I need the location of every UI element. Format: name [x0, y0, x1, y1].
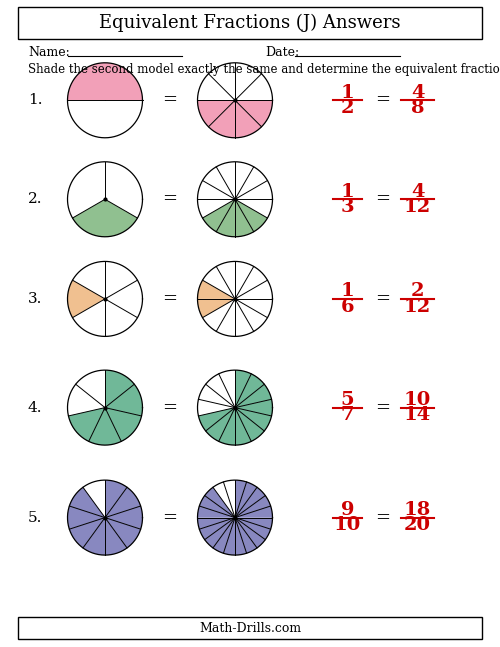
- Polygon shape: [200, 496, 235, 518]
- Text: =: =: [162, 91, 178, 109]
- Polygon shape: [235, 100, 262, 138]
- Polygon shape: [68, 506, 105, 529]
- Polygon shape: [204, 487, 235, 518]
- Polygon shape: [72, 199, 138, 237]
- Text: Equivalent Fractions (J) Answers: Equivalent Fractions (J) Answers: [99, 14, 401, 32]
- Text: Shade the second model exactly the same and determine the equivalent fractions.: Shade the second model exactly the same …: [28, 63, 500, 76]
- Text: 6: 6: [340, 298, 354, 316]
- Polygon shape: [198, 408, 235, 431]
- Polygon shape: [235, 518, 266, 548]
- Polygon shape: [105, 408, 142, 441]
- Polygon shape: [235, 487, 266, 518]
- Text: =: =: [162, 290, 178, 308]
- Polygon shape: [105, 480, 127, 518]
- Polygon shape: [70, 518, 105, 548]
- Polygon shape: [235, 506, 273, 518]
- Polygon shape: [235, 199, 268, 232]
- Polygon shape: [235, 482, 257, 518]
- Text: 14: 14: [404, 406, 431, 424]
- Polygon shape: [218, 408, 235, 445]
- Polygon shape: [235, 408, 264, 441]
- Text: =: =: [375, 91, 390, 109]
- Text: =: =: [162, 399, 178, 417]
- Text: 1.: 1.: [28, 93, 42, 107]
- Polygon shape: [198, 299, 235, 318]
- Polygon shape: [216, 199, 235, 237]
- Text: =: =: [375, 399, 390, 417]
- Text: =: =: [375, 290, 390, 308]
- Polygon shape: [105, 370, 134, 408]
- Text: 12: 12: [404, 198, 431, 216]
- Text: =: =: [162, 190, 178, 208]
- Polygon shape: [235, 518, 270, 540]
- Text: 3: 3: [340, 198, 354, 216]
- Polygon shape: [235, 518, 246, 555]
- Text: 3.: 3.: [28, 292, 42, 306]
- Text: 4: 4: [411, 182, 424, 201]
- Polygon shape: [235, 518, 257, 553]
- Polygon shape: [235, 199, 254, 237]
- Text: =: =: [162, 509, 178, 527]
- Polygon shape: [68, 280, 105, 318]
- Polygon shape: [235, 384, 272, 408]
- Text: 1: 1: [340, 282, 354, 300]
- FancyBboxPatch shape: [18, 617, 482, 639]
- Polygon shape: [235, 399, 273, 416]
- Text: Date:: Date:: [265, 47, 299, 60]
- Polygon shape: [204, 518, 235, 548]
- Polygon shape: [198, 280, 235, 299]
- Polygon shape: [235, 370, 252, 408]
- Polygon shape: [235, 408, 272, 431]
- Text: Math-Drills.com: Math-Drills.com: [199, 622, 301, 635]
- FancyBboxPatch shape: [18, 7, 482, 39]
- Polygon shape: [235, 374, 264, 408]
- Polygon shape: [105, 518, 127, 555]
- Text: 18: 18: [404, 501, 431, 519]
- Polygon shape: [208, 100, 235, 138]
- Polygon shape: [235, 100, 273, 127]
- Polygon shape: [213, 518, 235, 553]
- Polygon shape: [105, 506, 142, 529]
- Polygon shape: [235, 518, 273, 529]
- Polygon shape: [70, 487, 105, 518]
- Text: =: =: [375, 190, 390, 208]
- Text: 20: 20: [404, 516, 431, 534]
- Polygon shape: [68, 408, 105, 441]
- Text: 10: 10: [404, 391, 431, 409]
- Polygon shape: [105, 384, 142, 416]
- Polygon shape: [105, 518, 140, 548]
- Text: 12: 12: [404, 298, 431, 316]
- Text: 8: 8: [411, 99, 424, 117]
- Polygon shape: [68, 63, 142, 100]
- Polygon shape: [235, 480, 246, 518]
- Polygon shape: [198, 518, 235, 529]
- Text: 1: 1: [340, 83, 354, 102]
- Text: 9: 9: [341, 501, 354, 519]
- Polygon shape: [206, 408, 235, 441]
- Text: 2: 2: [341, 99, 354, 117]
- Text: 1: 1: [340, 182, 354, 201]
- Text: 4.: 4.: [28, 400, 42, 415]
- Polygon shape: [235, 408, 252, 445]
- Polygon shape: [198, 100, 235, 127]
- Text: 5: 5: [340, 391, 354, 409]
- Polygon shape: [235, 496, 270, 518]
- Polygon shape: [88, 408, 122, 445]
- Text: 10: 10: [334, 516, 361, 534]
- Polygon shape: [105, 487, 140, 518]
- Text: 4: 4: [411, 83, 424, 102]
- Text: 5.: 5.: [28, 510, 42, 525]
- Text: 2.: 2.: [28, 192, 42, 206]
- Polygon shape: [198, 506, 235, 518]
- Polygon shape: [224, 518, 235, 555]
- Text: 2: 2: [411, 282, 424, 300]
- Text: 7: 7: [341, 406, 354, 424]
- Text: Name:: Name:: [28, 47, 70, 60]
- Polygon shape: [202, 199, 235, 232]
- Polygon shape: [83, 518, 105, 555]
- Polygon shape: [200, 518, 235, 540]
- Text: =: =: [375, 509, 390, 527]
